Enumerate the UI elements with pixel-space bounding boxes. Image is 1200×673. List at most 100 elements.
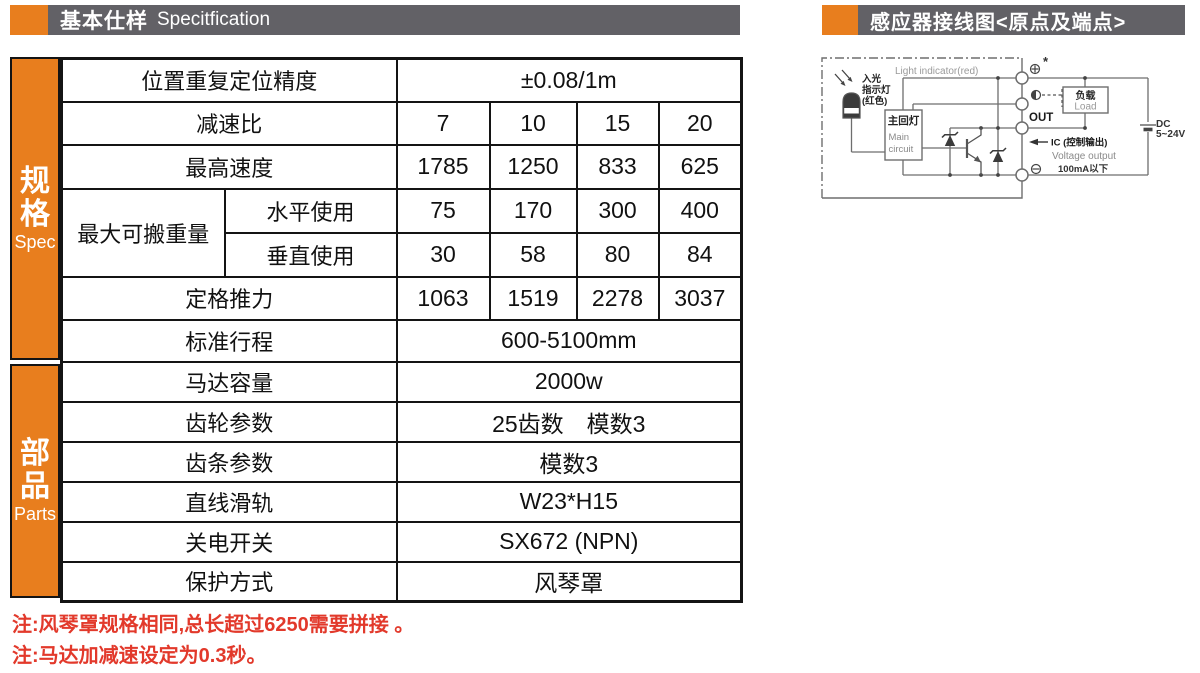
left-header-bar: 基本仕样 Specitfication bbox=[48, 5, 740, 35]
light-ray bbox=[834, 73, 844, 84]
note-line: 注:风琴罩规格相同,总长超过6250需要拼接 。 bbox=[12, 614, 415, 636]
row-value: 模数3 bbox=[395, 440, 743, 483]
cell-value: 300 bbox=[575, 187, 660, 234]
terminal-circles bbox=[1015, 71, 1029, 182]
sensor-box-dashed-edge bbox=[821, 57, 1022, 198]
polarity-circle bbox=[1029, 63, 1041, 75]
aux-dashed-stub bbox=[1042, 89, 1063, 107]
right-header-accent-square bbox=[822, 5, 858, 35]
cell-value: 7 bbox=[395, 100, 491, 146]
row-switch: 关电开关 SX672 (NPN) bbox=[60, 520, 743, 563]
plus-polarity-icon bbox=[1029, 63, 1041, 75]
ic-arrowhead-icon bbox=[1029, 138, 1038, 146]
led-lamp-band bbox=[844, 108, 859, 114]
junction-dot bbox=[1083, 126, 1087, 130]
transistor-emitter-arrow-icon bbox=[973, 155, 981, 163]
indicator-label-cn: 指示灯 bbox=[862, 84, 891, 96]
junction-dot bbox=[996, 126, 1000, 130]
sub-row-label: 水平使用 bbox=[223, 187, 398, 234]
cell-value: 10 bbox=[488, 100, 578, 146]
cell-value: 1785 bbox=[395, 143, 491, 190]
cell-value: 1250 bbox=[488, 143, 578, 190]
cell-value: 30 bbox=[395, 231, 491, 278]
cell-value: 400 bbox=[657, 187, 743, 234]
main-circuit-label-en1: Main bbox=[889, 132, 910, 143]
row-label: 定格推力 bbox=[60, 275, 398, 321]
cell-value: 1519 bbox=[488, 275, 578, 321]
row-protection: 保护方式 风琴罩 bbox=[60, 560, 743, 603]
incoming-light-arrows-icon bbox=[834, 69, 851, 84]
row-value: 600-5100mm bbox=[395, 318, 743, 363]
out-label: OUT bbox=[1029, 112, 1053, 124]
sub-row-label: 垂直使用 bbox=[223, 231, 398, 278]
sidebar-section-spec: 规 格 Spec bbox=[10, 57, 60, 360]
half-circle-polarity-icon bbox=[1030, 89, 1042, 101]
row-value: 风琴罩 bbox=[395, 560, 743, 603]
out-terminal bbox=[1015, 121, 1029, 135]
diode-triangle bbox=[992, 151, 1004, 162]
row-value: W23*H15 bbox=[395, 480, 743, 523]
junction-dot bbox=[948, 173, 952, 177]
cell-value: 2278 bbox=[575, 275, 660, 321]
row-label: 标准行程 bbox=[60, 318, 398, 363]
cell-value: 625 bbox=[657, 143, 743, 190]
row-max-speed: 最高速度 1785 1250 833 625 bbox=[60, 143, 743, 190]
left-header-title-en: Specitfication bbox=[157, 9, 271, 30]
zener-bar bbox=[989, 147, 1007, 155]
main-circuit-box bbox=[884, 109, 923, 161]
load-box bbox=[1062, 86, 1109, 114]
row-label: 关电开关 bbox=[60, 520, 398, 563]
transistor-emitter bbox=[966, 152, 982, 175]
left-header-accent-square bbox=[10, 5, 48, 35]
notes-block: 注:风琴罩规格相同,总长超过6250需要拼接 。 注:马达加减速设定为0.3秒。 bbox=[12, 610, 414, 672]
light-in-label-cn: 入光 bbox=[861, 73, 882, 85]
diode-triangle bbox=[944, 135, 956, 146]
row-payload-vertical: 垂直使用 30 58 80 84 bbox=[62, 231, 743, 278]
row-value: 25齿数 模数3 bbox=[395, 400, 743, 443]
left-header-title-cn: 基本仕样 bbox=[60, 10, 148, 33]
junction-dots bbox=[948, 76, 1087, 177]
row-value: ±0.08/1m bbox=[395, 57, 743, 103]
right-header-bar: 感应器接线图<原点及端点> bbox=[858, 5, 1185, 35]
asterisk-mark: * bbox=[1043, 54, 1049, 69]
main-circuit-label-en2: circuit bbox=[889, 144, 914, 155]
cell-value: 1063 bbox=[395, 275, 491, 321]
voltage-output-label: Voltage output bbox=[1052, 151, 1116, 162]
row-rack-params: 齿条参数 模数3 bbox=[60, 440, 743, 483]
current-limit-label: 100mA以下 bbox=[1058, 164, 1109, 175]
row-precision: 位置重复定位精度 ±0.08/1m bbox=[60, 57, 743, 103]
cell-value: 75 bbox=[395, 187, 491, 234]
red-label-cn: (红色) bbox=[862, 95, 887, 107]
row-label: 齿轮参数 bbox=[60, 400, 398, 443]
cell-value: 170 bbox=[488, 187, 578, 234]
transistor-icon bbox=[965, 128, 982, 175]
row-label: 位置重复定位精度 bbox=[60, 57, 398, 103]
polarity-circle bbox=[1030, 163, 1042, 175]
sidebar-parts-char-2: 品 bbox=[20, 470, 50, 503]
junction-dot bbox=[996, 76, 1000, 80]
cell-value: 20 bbox=[657, 100, 743, 146]
zener-bar bbox=[941, 131, 959, 139]
light-indicator-label-en: Light indicator(red) bbox=[895, 66, 978, 77]
sidebar-parts-char-1: 部 bbox=[20, 437, 50, 470]
plus-terminal bbox=[1015, 71, 1029, 85]
row-standard-stroke: 标准行程 600-5100mm bbox=[60, 318, 743, 363]
cell-value: 3037 bbox=[657, 275, 743, 321]
sidebar-spec-char-1: 规 bbox=[20, 164, 50, 198]
zener-diode-icon bbox=[989, 147, 1007, 162]
row-label: 减速比 bbox=[60, 100, 398, 146]
load-label-en: Load bbox=[1074, 102, 1096, 113]
external-wires bbox=[1028, 77, 1149, 176]
transistor-collector bbox=[966, 128, 982, 145]
junction-dot bbox=[996, 173, 1000, 177]
load-label-cn: 负载 bbox=[1076, 89, 1096, 102]
row-label: 最高速度 bbox=[60, 143, 398, 190]
zener-diode-icon bbox=[941, 131, 959, 146]
row-value: SX672 (NPN) bbox=[395, 520, 743, 563]
junction-dot bbox=[1083, 76, 1087, 80]
minus-terminal bbox=[1015, 168, 1029, 182]
light-ray bbox=[841, 69, 851, 80]
sidebar-parts-en: Parts bbox=[13, 504, 56, 524]
row-value: 2000w bbox=[395, 360, 743, 403]
cell-value: 80 bbox=[575, 231, 660, 278]
